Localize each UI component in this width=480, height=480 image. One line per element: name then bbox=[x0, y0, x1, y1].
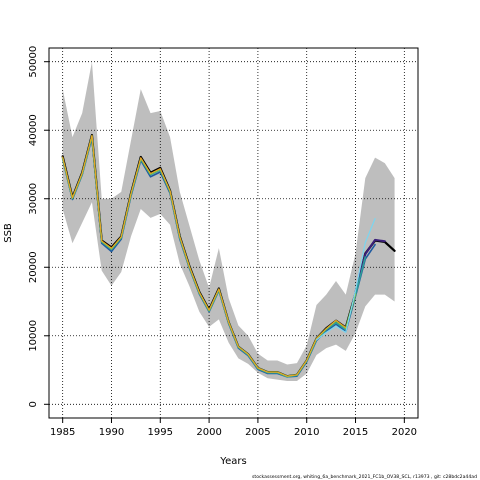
y-tick-label: 10000 bbox=[28, 320, 39, 352]
plot-frame bbox=[48, 47, 419, 419]
y-axis: 0 10000 20000 30000 40000 50000 bbox=[28, 46, 49, 407]
x-tick-label: 1985 bbox=[50, 427, 75, 438]
footer-note: stockassessment.org, whiting_6a_benchmar… bbox=[252, 474, 477, 480]
confidence-band-layer bbox=[62, 61, 395, 381]
y-tick-label: 0 bbox=[28, 401, 39, 407]
x-tick-label: 1990 bbox=[99, 427, 124, 438]
x-axis: 1985 1990 1995 2000 2005 2010 2015 2020 bbox=[50, 418, 417, 438]
series-line-6 bbox=[62, 134, 347, 377]
x-tick-label: 2020 bbox=[392, 427, 417, 438]
x-tick-label: 2010 bbox=[294, 427, 319, 438]
y-tick-label: 40000 bbox=[28, 114, 39, 146]
series-line-7 bbox=[315, 218, 376, 341]
x-tick-label: 2015 bbox=[343, 427, 368, 438]
confidence-band bbox=[62, 61, 395, 381]
x-tick-label: 2000 bbox=[196, 427, 221, 438]
y-tick-label: 30000 bbox=[28, 183, 39, 215]
x-tick-label: 1995 bbox=[148, 427, 173, 438]
y-axis-title: SSB bbox=[3, 223, 14, 243]
y-tick-label: 20000 bbox=[28, 251, 39, 283]
series-layer bbox=[61, 133, 396, 378]
x-axis-title: Years bbox=[219, 456, 246, 467]
y-tick-label: 50000 bbox=[28, 46, 39, 78]
x-tick-label: 2005 bbox=[245, 427, 270, 438]
